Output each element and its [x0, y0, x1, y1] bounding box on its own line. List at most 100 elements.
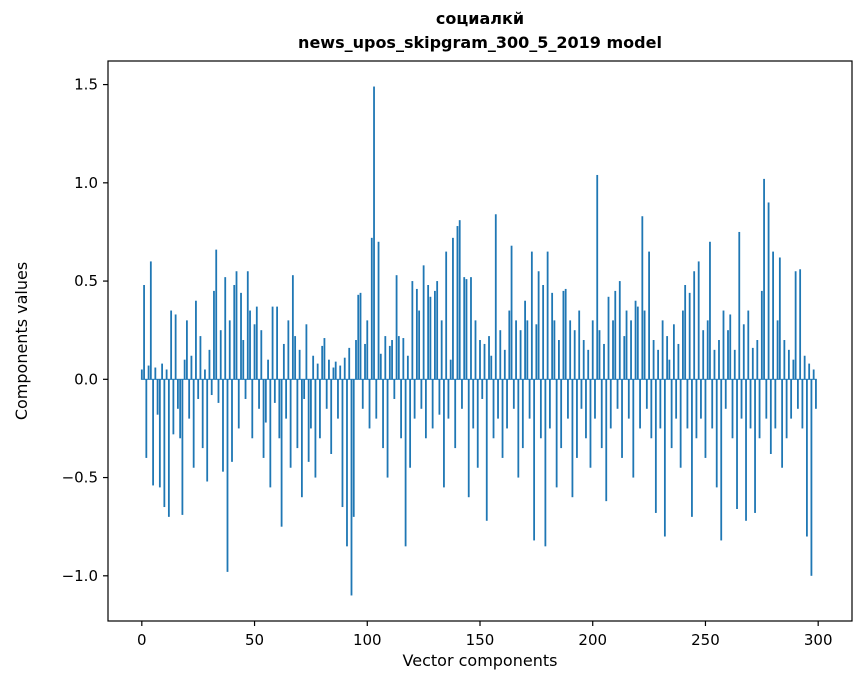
bar [756, 340, 759, 380]
bar [558, 340, 560, 380]
bar [386, 379, 389, 478]
bar [632, 379, 635, 478]
bar [627, 379, 630, 419]
bar [562, 290, 565, 380]
bar [183, 359, 186, 380]
bar [772, 251, 774, 380]
bar [481, 379, 484, 399]
bar [440, 320, 443, 380]
bar [436, 281, 439, 380]
bar [526, 320, 529, 380]
bar [497, 379, 499, 419]
bar [269, 379, 272, 488]
bar [161, 363, 164, 380]
y-tick-label: 1.5 [74, 76, 98, 94]
bar [156, 379, 159, 415]
bar [415, 288, 418, 380]
bar [231, 379, 233, 462]
bar [488, 336, 490, 380]
bar [623, 336, 626, 380]
bar [429, 296, 432, 380]
bar [567, 379, 569, 419]
bar [578, 310, 581, 380]
bar [580, 379, 583, 409]
bar [361, 379, 364, 409]
bar [686, 379, 689, 429]
y-tick-label: 0.0 [74, 370, 98, 388]
bar [603, 343, 605, 380]
bar [334, 361, 337, 380]
bar [483, 343, 486, 380]
bar [727, 330, 729, 380]
bar [447, 379, 450, 419]
bar [235, 271, 238, 380]
bar [778, 257, 781, 380]
bar [754, 379, 756, 513]
bar [652, 340, 655, 380]
bar [654, 379, 657, 513]
bar [661, 320, 664, 380]
bar [596, 174, 599, 380]
bar [612, 320, 614, 380]
bar [539, 379, 542, 439]
bar [785, 379, 788, 439]
bar [535, 324, 538, 380]
bar [463, 277, 466, 380]
bar [688, 292, 691, 380]
bar [648, 251, 650, 380]
bar [310, 379, 312, 429]
bar [767, 202, 770, 380]
bar [337, 379, 339, 419]
bar [643, 310, 646, 380]
bar [176, 379, 179, 409]
bar [607, 296, 610, 380]
bar [801, 379, 804, 429]
bar [350, 379, 353, 596]
bar [325, 379, 328, 409]
bar [246, 271, 249, 380]
bar [693, 271, 696, 380]
bar [740, 379, 743, 419]
bar [465, 279, 468, 380]
bar [528, 379, 531, 419]
bar [255, 306, 258, 380]
bar [461, 379, 463, 409]
bar [158, 379, 161, 488]
bar [323, 338, 326, 380]
x-tick-label: 300 [804, 631, 833, 649]
bar [409, 379, 412, 468]
bar [794, 271, 797, 380]
bar [388, 345, 391, 380]
bar [228, 320, 231, 380]
bar [300, 379, 303, 498]
bar [391, 340, 393, 380]
bar [609, 379, 612, 429]
bar [585, 379, 587, 439]
bar [479, 340, 481, 380]
bar [404, 379, 407, 547]
bars-group [140, 86, 817, 596]
bar [395, 275, 398, 380]
bar [749, 379, 752, 429]
bar [210, 379, 213, 396]
bar [760, 290, 763, 380]
bar [208, 349, 211, 380]
bar [548, 379, 551, 429]
bar [452, 237, 454, 380]
bar [359, 292, 362, 380]
chart-subtitle: news_upos_skipgram_300_5_2019 model [298, 33, 662, 52]
bar [163, 379, 166, 508]
bar [197, 379, 200, 399]
bar [201, 379, 204, 449]
bar [571, 379, 574, 498]
bar [650, 379, 653, 439]
bar [598, 330, 601, 380]
bar [551, 292, 554, 380]
bar [733, 349, 736, 380]
bar [346, 379, 348, 547]
bar [672, 324, 675, 380]
bar [251, 379, 254, 439]
bar [352, 379, 355, 517]
bar [280, 379, 283, 527]
bar [695, 379, 698, 439]
